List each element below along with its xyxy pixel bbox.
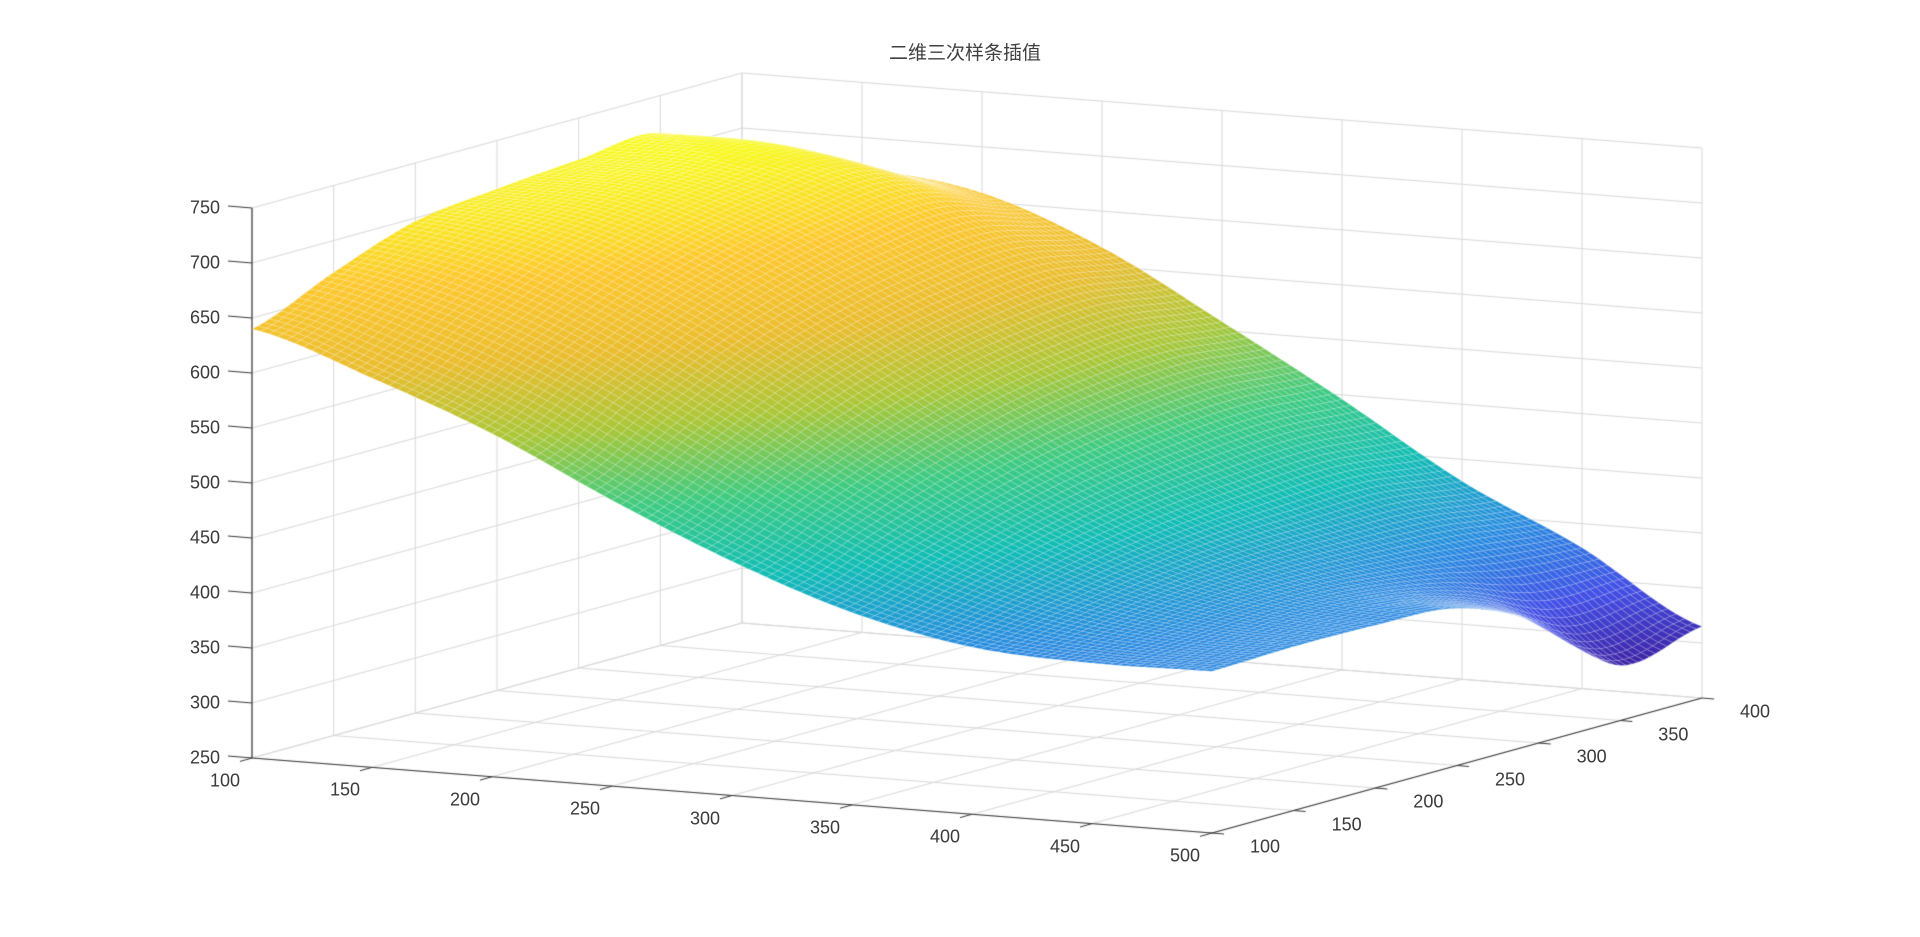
z-tick-label: 700 [189,252,220,273]
x-tick-label: 450 [1049,836,1081,857]
x-tick-label: 400 [929,826,961,847]
z-tick-label: 300 [189,692,220,713]
x-tick-label: 350 [809,817,841,838]
y-tick-label: 250 [1494,769,1526,789]
z-tick-label: 600 [189,362,220,383]
z-tick-label: 350 [189,637,220,658]
z-tick-label: 400 [189,582,220,603]
x-tick-label: 500 [1169,845,1201,866]
x-tick-label: 300 [689,808,721,828]
z-tick-label: 650 [189,307,220,328]
x-tick-label: 250 [569,798,601,819]
x-tick-label: 100 [209,770,241,791]
y-tick-label: 400 [1739,701,1771,722]
y-tick-label: 350 [1658,724,1689,744]
y-tick-label: 150 [1331,814,1362,834]
z-tick-label: 250 [189,747,220,768]
z-tick-label: 500 [189,472,220,493]
x-tick-label: 150 [329,779,361,800]
z-tick-label: 550 [189,417,220,438]
y-tick-label: 200 [1413,791,1444,812]
z-tick-label: 450 [189,527,220,548]
y-tick-label: 300 [1576,746,1607,767]
chart-title: 二维三次样条插值 [888,43,1042,64]
z-tick-label: 750 [189,197,220,218]
x-tick-label: 200 [449,789,481,810]
y-tick-label: 100 [1249,836,1281,857]
